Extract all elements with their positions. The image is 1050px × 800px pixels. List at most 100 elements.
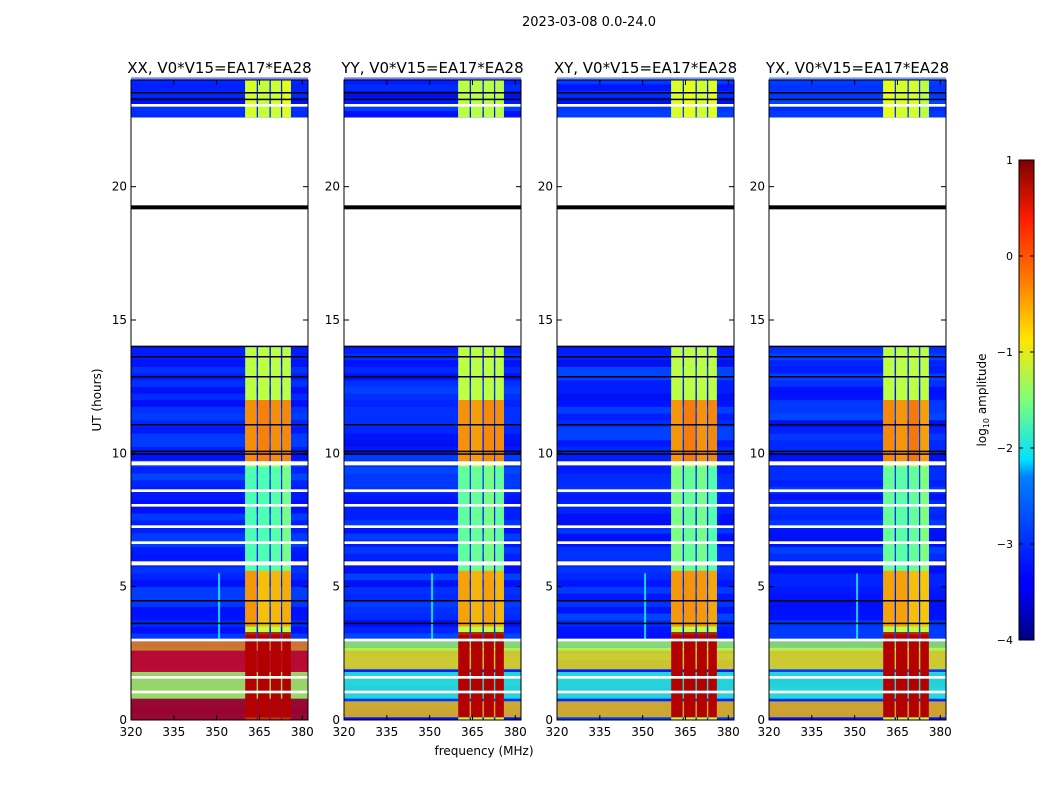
x-tick-label: 320 bbox=[758, 725, 781, 739]
x-tick-label: 380 bbox=[717, 725, 740, 739]
heatmap-row bbox=[557, 110, 734, 118]
flagged-row-dark bbox=[131, 453, 308, 455]
x-tick-label: 365 bbox=[886, 725, 909, 739]
band-hot-patch bbox=[282, 400, 291, 462]
heatmap-row bbox=[769, 386, 946, 394]
heatmap-row bbox=[557, 500, 734, 507]
heatmap-row bbox=[769, 406, 946, 414]
flagged-row-dark bbox=[344, 450, 521, 453]
band-hot-patch bbox=[258, 400, 270, 462]
heatmap-row bbox=[131, 500, 308, 507]
band-hot-patch bbox=[258, 570, 270, 627]
flagged-row-dark bbox=[131, 600, 308, 602]
heatmap-row bbox=[131, 426, 308, 434]
y-tick-label: 5 bbox=[757, 580, 765, 594]
panel-frame bbox=[556, 79, 735, 721]
y-tick-label: 10 bbox=[112, 446, 127, 460]
heatmap-row bbox=[344, 440, 521, 447]
interference-band bbox=[131, 650, 308, 672]
panel-title: XX, V0*V15=EA17*EA28 bbox=[127, 59, 311, 77]
heatmap-row bbox=[131, 393, 308, 401]
heatmap-row bbox=[769, 360, 946, 367]
heatmap-row bbox=[557, 506, 734, 514]
flagged-row-dark bbox=[557, 92, 734, 94]
y-tick-label: 15 bbox=[325, 313, 340, 327]
heatmap-row bbox=[344, 406, 521, 414]
heatmap-row bbox=[557, 386, 734, 394]
x-tick-label: 380 bbox=[929, 725, 952, 739]
panel-xy: XY, V0*V15=EA17*EA28 320 335 350 365 380 0 5 10 1… bbox=[538, 59, 740, 739]
heatmap-row bbox=[344, 433, 521, 441]
heatmap-row bbox=[769, 346, 946, 354]
band-hot-patch bbox=[483, 570, 494, 627]
heatmap-row bbox=[131, 420, 308, 427]
band-hot-patch bbox=[671, 466, 683, 571]
flagged-row-dark bbox=[557, 98, 734, 101]
flagged-row-dark bbox=[557, 600, 734, 602]
y-tick-label: 0 bbox=[119, 713, 127, 727]
interference-band bbox=[769, 640, 946, 651]
interference-band bbox=[557, 701, 734, 718]
heatmap-row bbox=[557, 366, 734, 374]
heatmap-row bbox=[557, 453, 734, 461]
heatmap-row bbox=[131, 84, 308, 91]
band-hot-patch bbox=[458, 400, 470, 462]
y-tick-label: 20 bbox=[538, 180, 553, 194]
heatmap-row bbox=[131, 553, 308, 561]
band-hot-patch bbox=[270, 570, 281, 627]
band-hot-patch bbox=[471, 570, 483, 627]
heatmap-row bbox=[557, 520, 734, 527]
heatmap-row bbox=[557, 566, 734, 574]
flagged-row-dark bbox=[344, 98, 521, 101]
flagged-row-dark bbox=[769, 453, 946, 455]
band-hot-patch bbox=[708, 570, 717, 627]
y-tick-label: 15 bbox=[750, 313, 765, 327]
band-hot-patch bbox=[671, 570, 683, 627]
heatmap-row bbox=[769, 104, 946, 111]
flagged-row bbox=[344, 561, 521, 564]
heatmap-row bbox=[557, 426, 734, 434]
x-tick-label: 350 bbox=[631, 725, 654, 739]
interference-band bbox=[131, 640, 308, 651]
heatmap-row bbox=[344, 473, 521, 481]
heatmap-row bbox=[131, 400, 308, 407]
heatmap-row bbox=[557, 666, 734, 674]
band-hot-patch bbox=[920, 466, 929, 571]
band-hot-patch bbox=[908, 400, 919, 462]
flagged-row bbox=[769, 461, 946, 464]
heatmap-row bbox=[131, 446, 308, 454]
heatmap-row bbox=[344, 413, 521, 421]
heatmap-row bbox=[344, 110, 521, 118]
band-hot-patch bbox=[883, 466, 895, 571]
y-tick-label: 15 bbox=[112, 313, 127, 327]
band-hot-patch bbox=[708, 400, 717, 462]
flagged-row bbox=[557, 541, 734, 544]
y-tick-label: 5 bbox=[545, 580, 553, 594]
flagged-band bbox=[131, 205, 308, 210]
heatmap-row bbox=[769, 526, 946, 534]
heatmap-row bbox=[557, 480, 734, 487]
x-tick-label: 335 bbox=[162, 725, 185, 739]
flagged-row-dark bbox=[557, 450, 734, 453]
heatmap-row bbox=[131, 533, 308, 541]
x-tick-label: 365 bbox=[461, 725, 484, 739]
vertical-feature bbox=[644, 573, 647, 640]
heatmap-row bbox=[769, 533, 946, 541]
flagged-row bbox=[131, 504, 308, 507]
flagged-row bbox=[131, 561, 308, 564]
heatmap-row bbox=[557, 346, 734, 354]
heatmap-row bbox=[769, 90, 946, 98]
flagged-row-dark bbox=[557, 376, 734, 378]
band-hot-patch bbox=[896, 570, 908, 627]
heatmap-row bbox=[769, 400, 946, 407]
band-hot-patch bbox=[684, 466, 696, 571]
band-hot-patch bbox=[282, 570, 291, 627]
flagged-row bbox=[557, 489, 734, 492]
band-hot-patch bbox=[471, 466, 483, 571]
band-hot-patch bbox=[245, 400, 257, 462]
vertical-feature bbox=[856, 573, 859, 640]
band-hot-patch bbox=[908, 570, 919, 627]
panel-yx: YX, V0*V15=EA17*EA28 320 335 350 365 380 0 5 10 1… bbox=[750, 59, 952, 739]
band-hot-patch bbox=[920, 400, 929, 462]
